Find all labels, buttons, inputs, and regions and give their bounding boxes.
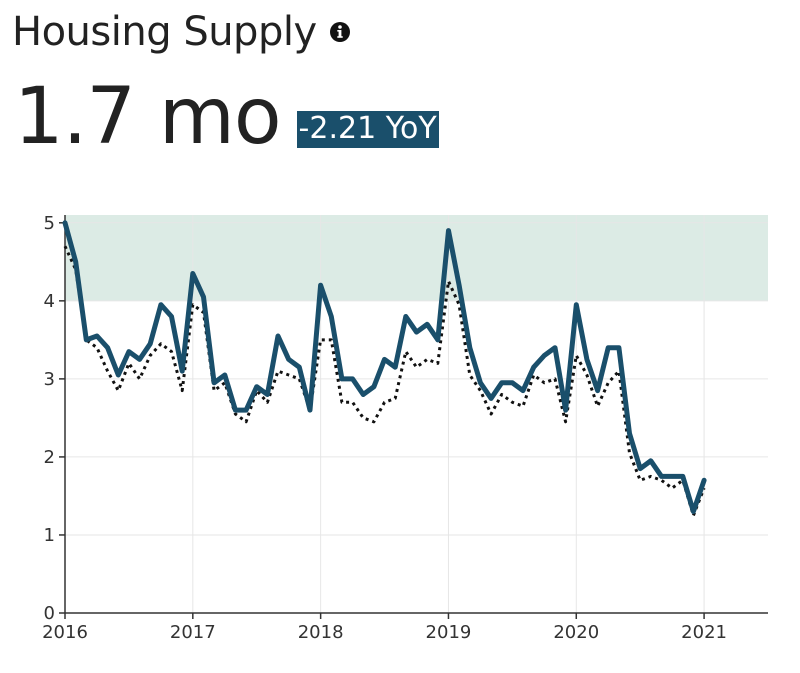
y-tick-label: 0 (44, 603, 55, 624)
x-tick-label: 2019 (426, 622, 472, 643)
line-chart: 2016 2017 2018 2019 2020 2021 0 1 2 3 4 5 (42, 213, 768, 643)
title-row: Housing Supply (12, 12, 351, 52)
x-tick-label: 2017 (170, 622, 216, 643)
shaded-band (65, 215, 768, 301)
x-tick-label: 2020 (553, 622, 599, 643)
y-tick-label: 3 (44, 369, 55, 390)
x-tick-label: 2016 (42, 622, 88, 643)
y-tick-label: 2 (44, 447, 55, 468)
y-tick-label: 4 (44, 291, 55, 312)
x-tick-label: 2021 (681, 622, 727, 643)
chart-title: Housing Supply (12, 9, 317, 55)
info-circle-icon[interactable] (329, 21, 351, 43)
y-tick-label: 1 (44, 525, 55, 546)
metric-row: 1.7 mo -2.21 YoY (14, 78, 439, 156)
x-tick-label: 2018 (298, 622, 344, 643)
series-line-current (62, 220, 707, 514)
metric-value: 1.7 mo (14, 72, 282, 162)
series-line-prior-year (63, 245, 706, 517)
yoy-change-badge: -2.21 YoY (296, 110, 439, 148)
y-tick-label: 5 (44, 213, 55, 234)
